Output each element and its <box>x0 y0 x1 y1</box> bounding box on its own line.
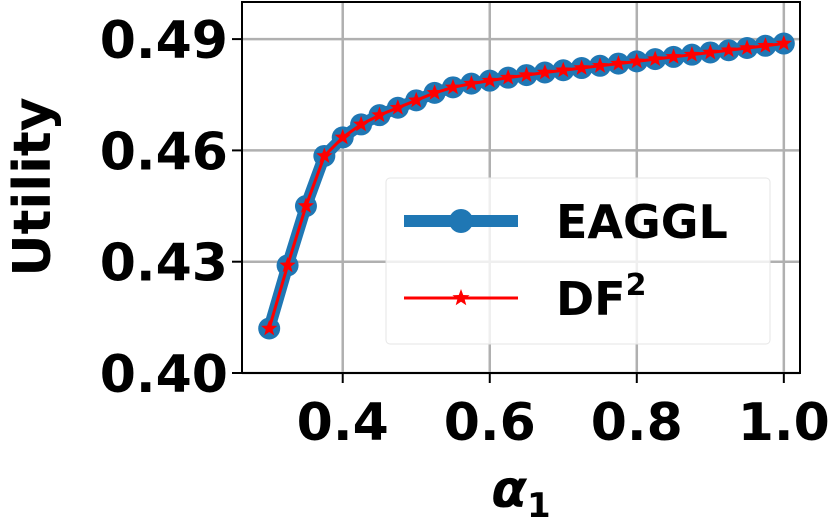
legend-marker-eaggl <box>449 209 473 233</box>
point-df2 <box>702 43 719 60</box>
point-df2 <box>426 84 443 100</box>
legend-label-df2-base: DF <box>556 272 626 326</box>
point-df2 <box>720 41 737 58</box>
point-df2 <box>500 69 517 85</box>
x-tick-label: 1.0 <box>738 393 830 453</box>
point-df2 <box>738 39 756 55</box>
point-df2 <box>573 59 590 75</box>
point-df2 <box>444 78 462 95</box>
point-df2 <box>683 46 701 62</box>
x-tick-label: 0.8 <box>591 393 683 453</box>
point-df2 <box>628 52 645 69</box>
point-df2 <box>389 99 406 115</box>
point-df2 <box>775 35 792 51</box>
legend-marker-df2 <box>452 289 470 306</box>
point-df2 <box>555 61 572 78</box>
y-tick-label: 0.40 <box>100 345 228 405</box>
legend-label-eaggl: EAGGL <box>556 195 728 249</box>
y-tick-label: 0.43 <box>100 234 228 294</box>
legend-label-df2: DF2 <box>556 268 646 326</box>
ticks: 0.4 0.6 0.8 1.0 0.40 0.43 0.46 0.49 <box>100 11 830 453</box>
y-axis-label-group: Utility <box>3 97 63 276</box>
y-tick-label: 0.46 <box>100 122 228 182</box>
point-df2 <box>334 128 351 145</box>
point-df2 <box>463 75 480 91</box>
point-df2 <box>665 48 682 64</box>
x-tick-label: 0.6 <box>444 393 536 453</box>
point-df2 <box>371 106 388 123</box>
point-df2 <box>481 72 498 88</box>
x-tick-label: 0.4 <box>297 393 389 453</box>
x-axis-label: α1 <box>491 460 550 517</box>
point-df2 <box>297 197 315 213</box>
point-df2 <box>279 256 296 273</box>
x-axis-label-symbol: α <box>491 460 527 517</box>
plot-frame <box>241 1 801 374</box>
point-df2 <box>647 50 664 67</box>
point-df2 <box>353 115 370 132</box>
legend-label-df2-sup: 2 <box>626 268 647 303</box>
x-axis-label-subscript: 1 <box>527 486 551 517</box>
point-df2 <box>591 57 609 73</box>
legend: EAGGL DF2 <box>385 177 771 345</box>
point-df2 <box>316 147 333 163</box>
point-df2 <box>757 37 774 53</box>
y-axis-label: Utility <box>3 97 63 276</box>
point-df2 <box>536 63 553 80</box>
point-df2 <box>408 91 425 108</box>
series-layer <box>258 32 795 340</box>
y-tick-label: 0.49 <box>100 11 228 71</box>
point-df2 <box>610 55 627 71</box>
point-df2 <box>261 319 278 336</box>
point-df2 <box>518 66 535 82</box>
